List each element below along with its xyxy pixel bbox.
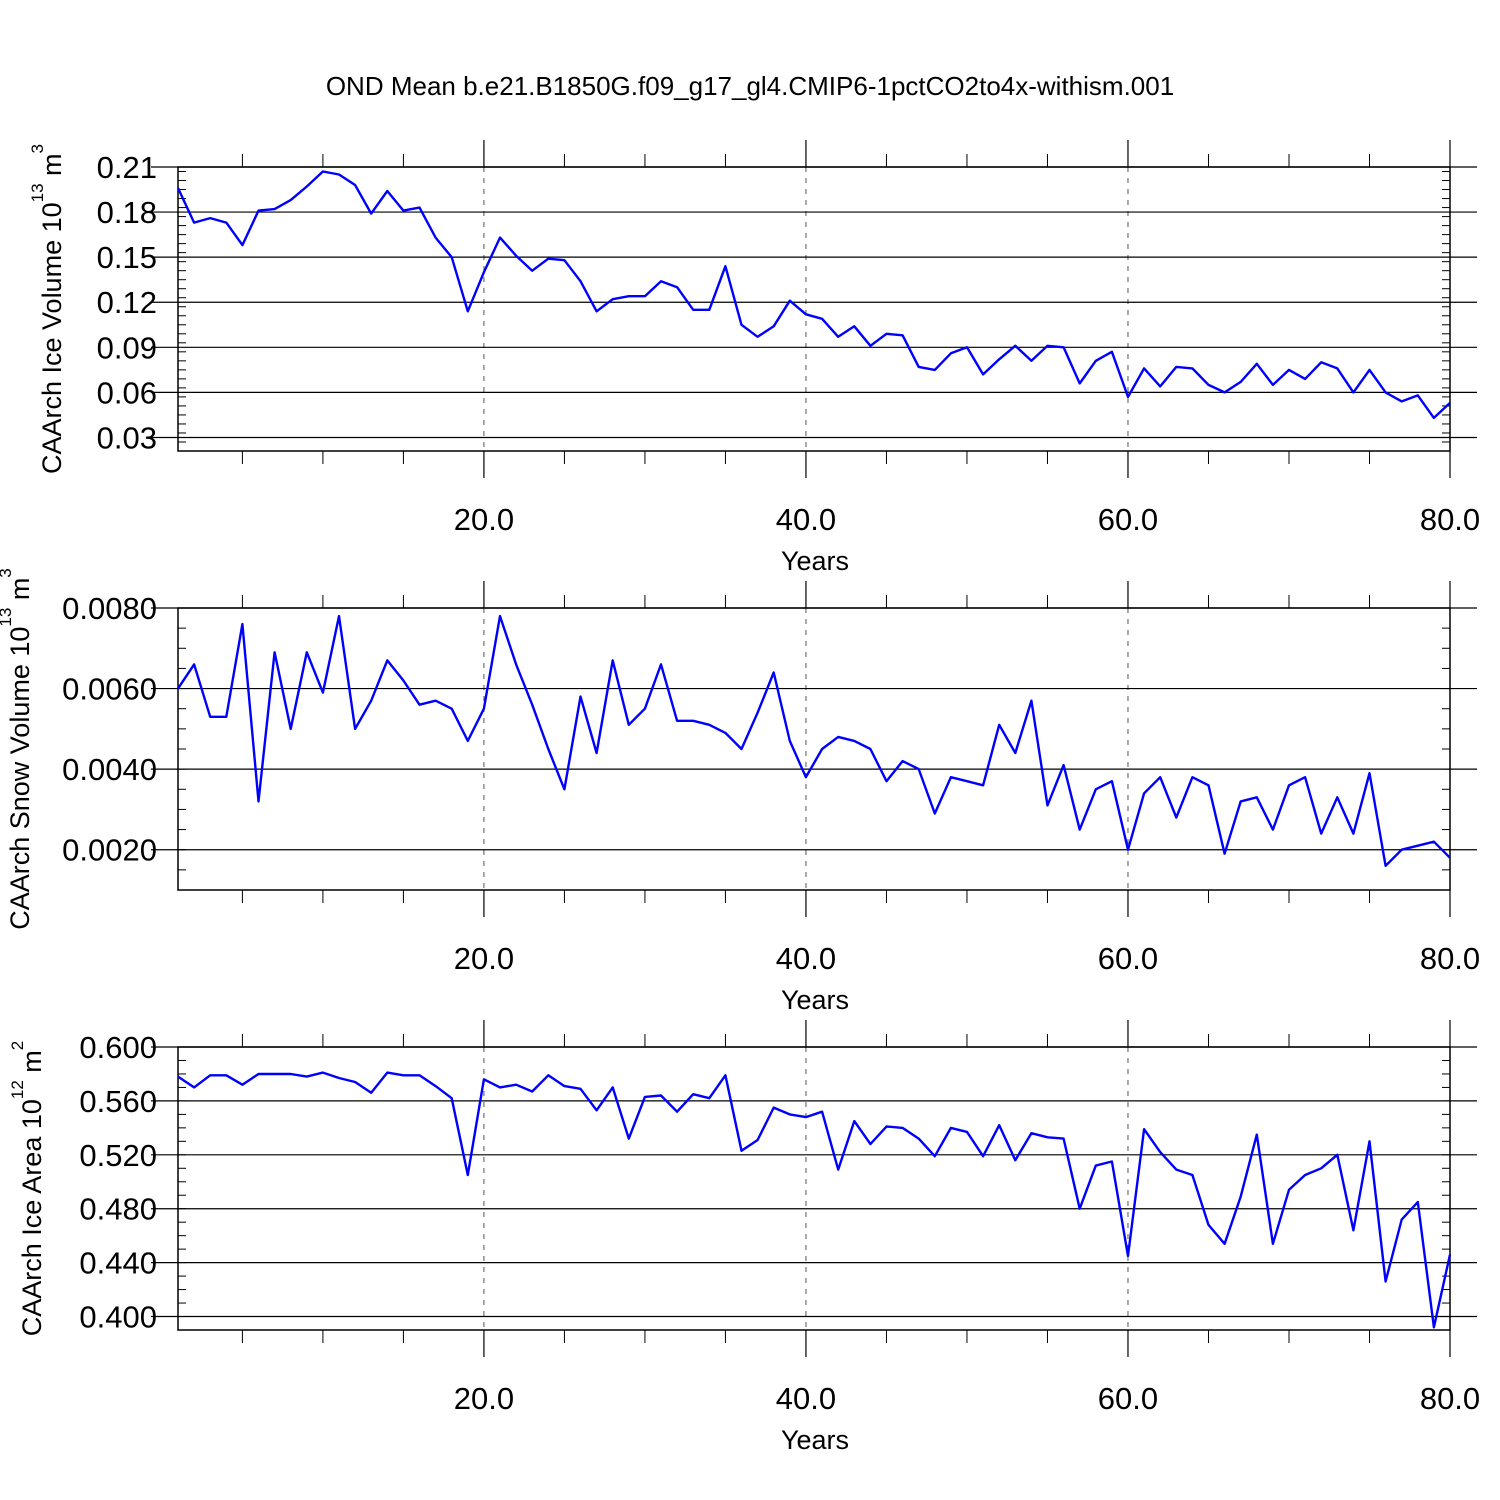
x-axis-label: Years xyxy=(781,1425,849,1455)
plot-frame xyxy=(177,166,1451,452)
y-tick-label: 0.480 xyxy=(79,1192,157,1227)
y-tick-label: 0.06 xyxy=(97,375,157,410)
x-tick-label: 60.0 xyxy=(1098,502,1158,537)
y-tick-label: 0.0060 xyxy=(62,672,157,707)
plot-frame xyxy=(177,607,1451,891)
y-tick-label: 0.12 xyxy=(97,285,157,320)
x-tick-label: 60.0 xyxy=(1098,1381,1158,1416)
x-tick-label: 80.0 xyxy=(1420,502,1480,537)
series-line xyxy=(176,170,1451,420)
x-tick-label: 20.0 xyxy=(454,1381,514,1416)
panel-3: 0.400 0.440 0.480 0.520 0.560 0.600 20.0 40.0 60… xyxy=(8,1020,1480,1455)
x-tick-label: 20.0 xyxy=(454,502,514,537)
x-tick-label: 20.0 xyxy=(454,941,514,976)
series-line xyxy=(177,614,1451,867)
series-line xyxy=(177,1071,1452,1329)
panels: 0.03 0.06 0.09 0.12 0.15 0.18 0.21 20.0 40.0 60.0… xyxy=(0,140,1480,1455)
y-axis-label: CAArch Snow Volume 1013 m3 xyxy=(0,568,35,930)
y-tick-label: 0.0020 xyxy=(62,833,157,868)
x-tick-label: 60.0 xyxy=(1098,941,1158,976)
panel-2: 0.0020 0.0040 0.0060 0.0080 20.0 40.0 60.0 80.0… xyxy=(0,568,1480,1015)
y-tick-label: 0.560 xyxy=(79,1084,157,1119)
x-tick-label: 40.0 xyxy=(776,1381,836,1416)
y-tick-label: 0.400 xyxy=(79,1300,157,1335)
x-tick-label: 80.0 xyxy=(1420,1381,1480,1416)
y-axis-label: CAArch Ice Volume 1013 m3 xyxy=(28,144,67,474)
y-tick-label: 0.520 xyxy=(79,1138,157,1173)
x-tick-label: 80.0 xyxy=(1420,941,1480,976)
y-tick-label: 0.0040 xyxy=(62,752,157,787)
y-tick-label: 0.15 xyxy=(97,240,157,275)
y-tick-label: 0.03 xyxy=(97,420,157,455)
plot-frame xyxy=(177,1046,1451,1331)
x-axis-label: Years xyxy=(781,546,849,576)
figure-title: OND Mean b.e21.B1850G.f09_g17_gl4.CMIP6-… xyxy=(326,71,1174,101)
x-tick-label: 40.0 xyxy=(776,502,836,537)
y-tick-label: 0.440 xyxy=(79,1246,157,1281)
y-tick-label: 0.09 xyxy=(97,330,157,365)
x-axis-label: Years xyxy=(781,985,849,1015)
y-tick-label: 0.0080 xyxy=(62,591,157,626)
x-tick-label: 40.0 xyxy=(776,941,836,976)
y-tick-label: 0.18 xyxy=(97,195,157,230)
y-tick-label: 0.21 xyxy=(97,150,157,185)
y-axis-label: CAArch Ice Area 1012 m2 xyxy=(8,1041,47,1337)
y-tick-label: 0.600 xyxy=(79,1030,157,1065)
panel-1: 0.03 0.06 0.09 0.12 0.15 0.18 0.21 20.0 40.0 60.0… xyxy=(28,140,1480,576)
